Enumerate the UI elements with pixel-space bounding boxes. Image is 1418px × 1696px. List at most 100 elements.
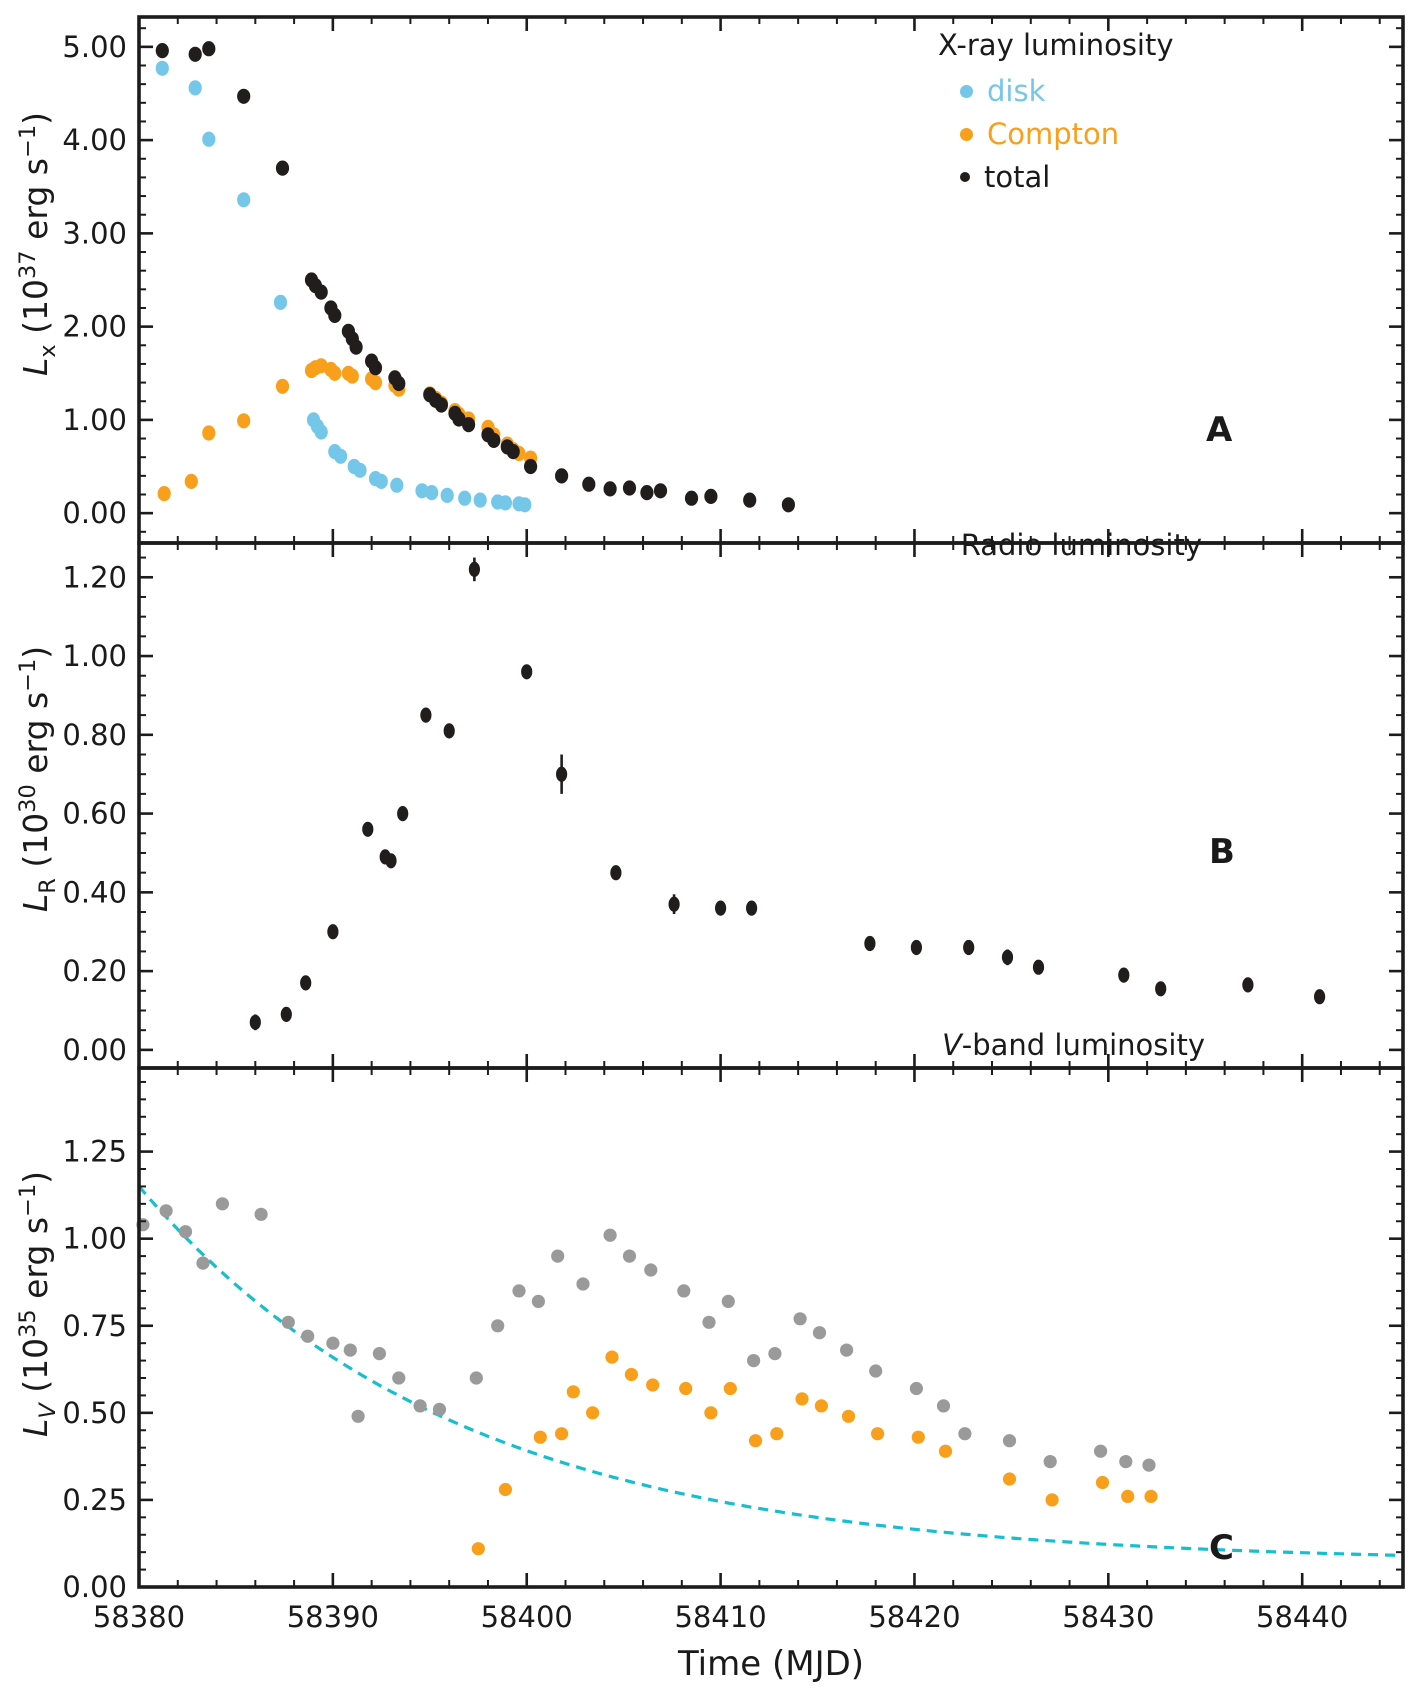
data-point [1002, 1472, 1017, 1486]
data-point [743, 492, 757, 508]
data-point [491, 1319, 505, 1333]
legend-entry-compton: Compton [960, 117, 1174, 151]
ylabel-radio-sub: R [34, 878, 61, 894]
data-point [273, 294, 288, 310]
data-point [368, 360, 383, 376]
ylabel-vband-L: L [16, 1418, 56, 1438]
data-point [622, 1249, 637, 1263]
data-point [314, 424, 328, 440]
ylabel-vband: LV (1035 erg s−1) [0, 1171, 100, 1479]
ylabel-vband-close: ) [16, 1170, 56, 1184]
data-point [793, 1312, 807, 1326]
data-point [646, 1378, 660, 1392]
data-point [372, 1347, 386, 1361]
xtick-label: 58380 [93, 1600, 185, 1634]
panel-B-frame [137, 541, 1405, 1070]
data-point [498, 495, 512, 511]
data-point [1144, 1489, 1158, 1503]
ytick-label: 0.00 [62, 1570, 127, 1604]
curve-decay_model [137, 1185, 1400, 1557]
data-point [215, 1197, 229, 1211]
ylabel-radio: LR (1030 erg s−1) [0, 646, 100, 954]
panel-B-ytick-labels: 0.00 0.20 0.40 0.60 0.80 1.00 1.20 [62, 560, 127, 1067]
panel-A-series-Compton [157, 358, 538, 502]
data-point [555, 468, 569, 484]
data-point [721, 1294, 735, 1308]
ytick-label: 1.00 [62, 1222, 127, 1256]
data-point [715, 900, 727, 916]
data-point [702, 1315, 716, 1329]
data-point [413, 1399, 427, 1413]
panel-b-title: Radio luminosity [960, 528, 1202, 562]
data-point [963, 939, 975, 956]
data-point [368, 375, 383, 391]
data-point [795, 1392, 809, 1406]
data-point [487, 432, 501, 448]
data-point [328, 307, 342, 323]
panel-C-series-series_gray [136, 1197, 1156, 1472]
data-point [1119, 1455, 1133, 1469]
data-point [768, 1347, 782, 1361]
panel-A-ticks [137, 17, 1403, 543]
data-point [353, 462, 367, 478]
data-point [300, 975, 312, 991]
data-point [746, 900, 758, 916]
data-point [938, 1444, 953, 1458]
data-point [1142, 1458, 1156, 1472]
ytick-label: 0.50 [62, 1396, 127, 1430]
data-point [196, 1256, 210, 1270]
ytick-label: 0.80 [62, 718, 127, 752]
x-tick-labels: 58380 58390 58400 58410 58420 58430 58440 [93, 1600, 1348, 1634]
data-point [909, 1381, 924, 1396]
data-point [747, 1354, 761, 1368]
ylabel-xray-L: L [16, 357, 56, 376]
panel-letter-b: B [1209, 832, 1235, 872]
ylabel-xray: Lx (1037 erg s−1) [0, 112, 100, 418]
ylabel-vband-mid: (10 [16, 1337, 56, 1404]
panel-C-ticks [137, 1068, 1403, 1589]
data-point [533, 1430, 547, 1444]
ylabel-radio-unitexp: −1 [15, 658, 42, 692]
total-marker-icon [960, 172, 970, 182]
panel-c-title-italic: V [941, 1028, 962, 1062]
data-point [397, 806, 409, 822]
ylabel-xray-unit: erg s [16, 157, 56, 251]
data-point [1121, 1489, 1135, 1503]
ylabel-radio-close: ) [16, 645, 56, 659]
data-point [385, 853, 397, 869]
panel-c-title: V-band luminosity [942, 1028, 1205, 1062]
data-point [521, 664, 533, 680]
data-point [345, 368, 359, 384]
data-point [1043, 1455, 1057, 1469]
panel-A-series-disk [155, 60, 532, 513]
legend-xray-title: X-ray luminosity [938, 28, 1174, 62]
data-point [1094, 1444, 1108, 1458]
xtick-label: 58400 [481, 1600, 573, 1634]
data-point [473, 492, 487, 508]
panel-C-series-series_orange [471, 1350, 1158, 1556]
data-point [605, 1350, 619, 1364]
data-point [871, 1427, 885, 1441]
data-point [343, 1343, 357, 1357]
data-point [334, 448, 348, 464]
panel-letter-a: A [1206, 410, 1233, 450]
data-point [362, 821, 374, 837]
data-point [1032, 959, 1045, 975]
ytick-label: 0.40 [62, 875, 127, 909]
ytick-label: 3.00 [62, 216, 127, 250]
data-point [326, 1336, 340, 1350]
ylabel-xray-exp: 37 [15, 250, 42, 279]
data-point [506, 444, 520, 460]
data-point [518, 497, 532, 513]
panel-C-frame [137, 1066, 1405, 1589]
data-point [498, 1482, 512, 1497]
ytick-label: 0.00 [62, 1033, 127, 1067]
data-point [1242, 977, 1254, 993]
legend-entry-total: total [960, 160, 1174, 194]
data-point [1118, 967, 1130, 983]
data-point [237, 413, 251, 429]
data-point [468, 561, 480, 578]
data-point [1095, 1475, 1110, 1490]
legend-entry-compton-label: Compton [987, 117, 1120, 151]
